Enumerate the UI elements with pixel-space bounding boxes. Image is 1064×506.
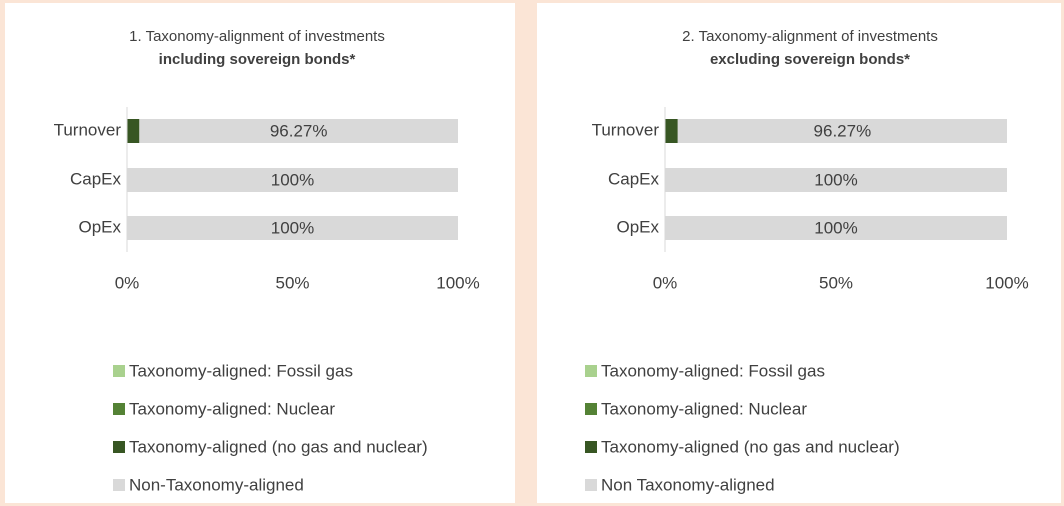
legend-swatch [585,403,597,415]
legend-swatch [585,365,597,377]
panel [537,3,1061,503]
bar-segment [127,168,458,192]
x-tick-label: 50% [275,273,309,292]
data-label: 96.27% [814,121,872,140]
legend-label: Taxonomy-aligned: Fossil gas [129,361,353,380]
legend-label: Taxonomy-aligned (no gas and nuclear) [129,437,428,456]
legend-swatch [113,479,125,491]
data-label: 100% [814,218,857,237]
chart-title: 1. Taxonomy-alignment of investments [129,28,385,45]
legend-swatch [585,441,597,453]
bar-segment [665,216,1007,240]
chart-subtitle: excluding sovereign bonds* [710,51,910,68]
bar-segment [127,216,458,240]
bar-segment [665,119,678,143]
bar-segment [127,119,140,143]
data-label: 96.27% [270,121,328,140]
y-tick-label: CapEx [608,169,660,188]
bar-segment [677,119,1007,143]
y-tick-label: CapEx [70,169,122,188]
x-tick-label: 0% [653,273,678,292]
y-tick-label: Turnover [592,120,660,139]
bar-segment [665,168,1007,192]
chart-title: 2. Taxonomy-alignment of investments [682,28,938,45]
x-tick-label: 0% [115,273,140,292]
legend-swatch [113,403,125,415]
data-label: 100% [814,170,857,189]
legend-swatch [113,365,125,377]
x-tick-label: 50% [819,273,853,292]
data-label: 100% [271,218,314,237]
legend-label: Non Taxonomy-aligned [601,475,775,494]
y-tick-label: OpEx [78,217,121,236]
y-tick-label: Turnover [54,120,122,139]
legend-swatch [113,441,125,453]
y-tick-label: OpEx [616,217,659,236]
legend-label: Non-Taxonomy-aligned [129,475,304,494]
bar-segment [139,119,458,143]
legend-label: Taxonomy-aligned (no gas and nuclear) [601,437,900,456]
legend-label: Taxonomy-aligned: Fossil gas [601,361,825,380]
legend-label: Taxonomy-aligned: Nuclear [129,399,335,418]
x-tick-label: 100% [985,273,1028,292]
panel [5,3,515,503]
x-tick-label: 100% [436,273,479,292]
chart-subtitle: including sovereign bonds* [159,51,356,68]
data-label: 100% [271,170,314,189]
legend-label: Taxonomy-aligned: Nuclear [601,399,807,418]
legend-swatch [585,479,597,491]
